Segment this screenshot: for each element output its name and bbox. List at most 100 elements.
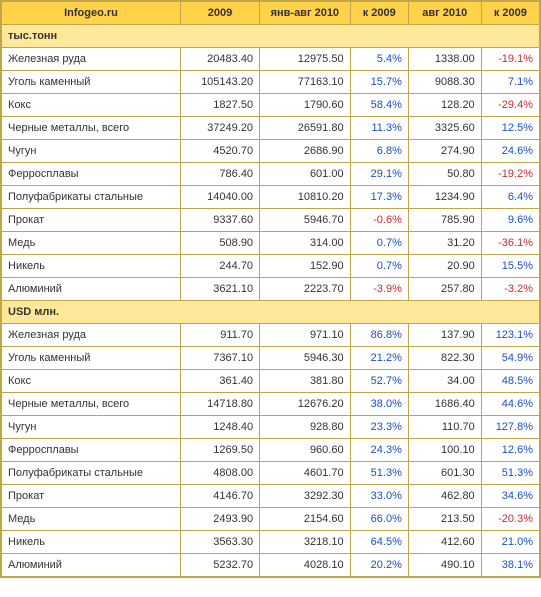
table-row: Чугун1248.40928.8023.3%110.70127.8% [2, 416, 540, 439]
header-janaug: янв-авг 2010 [260, 2, 351, 25]
row-label: Никель [2, 255, 181, 278]
cell-2009: 3563.30 [180, 531, 259, 554]
cell-k2009-b: -3.2% [481, 278, 539, 301]
cell-k2009-a: 5.4% [350, 48, 408, 71]
cell-2009: 3621.10 [180, 278, 259, 301]
cell-aug: 9088.30 [408, 71, 481, 94]
cell-k2009-b: 54.9% [481, 347, 539, 370]
cell-k2009-b: 9.6% [481, 209, 539, 232]
table-row: Железная руда911.70971.1086.8%137.90123.… [2, 324, 540, 347]
cell-jan-aug: 12676.20 [260, 393, 351, 416]
cell-k2009-b: -36.1% [481, 232, 539, 255]
header-2009: 2009 [180, 2, 259, 25]
cell-jan-aug: 5946.70 [260, 209, 351, 232]
header-k2009-b: к 2009 [481, 2, 539, 25]
cell-jan-aug: 152.90 [260, 255, 351, 278]
cell-jan-aug: 4028.10 [260, 554, 351, 577]
cell-jan-aug: 5946.30 [260, 347, 351, 370]
cell-k2009-a: 24.3% [350, 439, 408, 462]
row-label: Черные металлы, всего [2, 393, 181, 416]
cell-k2009-b: -20.3% [481, 508, 539, 531]
cell-k2009-a: 38.0% [350, 393, 408, 416]
table-row: Медь2493.902154.6066.0%213.50-20.3% [2, 508, 540, 531]
cell-jan-aug: 4601.70 [260, 462, 351, 485]
cell-k2009-a: 0.7% [350, 255, 408, 278]
cell-2009: 4520.70 [180, 140, 259, 163]
cell-k2009-a: 66.0% [350, 508, 408, 531]
cell-aug: 213.50 [408, 508, 481, 531]
table-body: тыс.тоннЖелезная руда20483.4012975.505.4… [2, 25, 540, 577]
cell-k2009-a: 51.3% [350, 462, 408, 485]
row-label: Ферросплавы [2, 439, 181, 462]
cell-2009: 361.40 [180, 370, 259, 393]
cell-jan-aug: 10810.20 [260, 186, 351, 209]
cell-k2009-b: 44.6% [481, 393, 539, 416]
cell-2009: 786.40 [180, 163, 259, 186]
table-header: Infogeo.ru 2009 янв-авг 2010 к 2009 авг … [2, 2, 540, 25]
row-label: Уголь каменный [2, 347, 181, 370]
cell-k2009-b: 51.3% [481, 462, 539, 485]
cell-k2009-b: 24.6% [481, 140, 539, 163]
cell-2009: 14040.00 [180, 186, 259, 209]
row-label: Железная руда [2, 48, 181, 71]
row-label: Никель [2, 531, 181, 554]
table-row: Алюминий5232.704028.1020.2%490.1038.1% [2, 554, 540, 577]
table-row: Железная руда20483.4012975.505.4%1338.00… [2, 48, 540, 71]
table-row: Кокс1827.501790.6058.4%128.20-29.4% [2, 94, 540, 117]
cell-aug: 822.30 [408, 347, 481, 370]
cell-2009: 37249.20 [180, 117, 259, 140]
section-header: тыс.тонн [2, 25, 540, 48]
cell-jan-aug: 960.60 [260, 439, 351, 462]
cell-k2009-a: -3.9% [350, 278, 408, 301]
table-row: Ферросплавы786.40601.0029.1%50.80-19.2% [2, 163, 540, 186]
export-table: Infogeo.ru 2009 янв-авг 2010 к 2009 авг … [0, 0, 541, 578]
cell-2009: 5232.70 [180, 554, 259, 577]
cell-2009: 14718.80 [180, 393, 259, 416]
table-row: Кокс361.40381.8052.7%34.0048.5% [2, 370, 540, 393]
cell-jan-aug: 381.80 [260, 370, 351, 393]
cell-k2009-a: 33.0% [350, 485, 408, 508]
cell-jan-aug: 77163.10 [260, 71, 351, 94]
cell-k2009-b: 123.1% [481, 324, 539, 347]
cell-aug: 1686.40 [408, 393, 481, 416]
cell-2009: 508.90 [180, 232, 259, 255]
cell-jan-aug: 2686.90 [260, 140, 351, 163]
cell-aug: 257.80 [408, 278, 481, 301]
cell-k2009-a: 15.7% [350, 71, 408, 94]
row-label: Черные металлы, всего [2, 117, 181, 140]
row-label: Кокс [2, 94, 181, 117]
table-row: Никель3563.303218.1064.5%412.6021.0% [2, 531, 540, 554]
cell-jan-aug: 3218.10 [260, 531, 351, 554]
section-header: USD млн. [2, 301, 540, 324]
cell-jan-aug: 2154.60 [260, 508, 351, 531]
cell-2009: 4146.70 [180, 485, 259, 508]
cell-2009: 105143.20 [180, 71, 259, 94]
row-label: Прокат [2, 485, 181, 508]
cell-2009: 20483.40 [180, 48, 259, 71]
table-row: Полуфабрикаты стальные14040.0010810.2017… [2, 186, 540, 209]
cell-jan-aug: 3292.30 [260, 485, 351, 508]
cell-jan-aug: 26591.80 [260, 117, 351, 140]
cell-aug: 601.30 [408, 462, 481, 485]
cell-jan-aug: 2223.70 [260, 278, 351, 301]
cell-aug: 274.90 [408, 140, 481, 163]
table-row: Прокат4146.703292.3033.0%462.8034.6% [2, 485, 540, 508]
cell-k2009-b: 21.0% [481, 531, 539, 554]
row-label: Алюминий [2, 278, 181, 301]
cell-k2009-a: 23.3% [350, 416, 408, 439]
cell-aug: 34.00 [408, 370, 481, 393]
row-label: Медь [2, 232, 181, 255]
cell-aug: 100.10 [408, 439, 481, 462]
cell-k2009-a: 6.8% [350, 140, 408, 163]
cell-k2009-b: 48.5% [481, 370, 539, 393]
cell-2009: 9337.60 [180, 209, 259, 232]
row-label: Алюминий [2, 554, 181, 577]
table-row: Черные металлы, всего14718.8012676.2038.… [2, 393, 540, 416]
cell-jan-aug: 314.00 [260, 232, 351, 255]
section-title: USD млн. [2, 301, 540, 324]
cell-k2009-a: 64.5% [350, 531, 408, 554]
cell-k2009-a: 20.2% [350, 554, 408, 577]
table-row: Черные металлы, всего37249.2026591.8011.… [2, 117, 540, 140]
header-aug: авг 2010 [408, 2, 481, 25]
cell-k2009-a: 21.2% [350, 347, 408, 370]
